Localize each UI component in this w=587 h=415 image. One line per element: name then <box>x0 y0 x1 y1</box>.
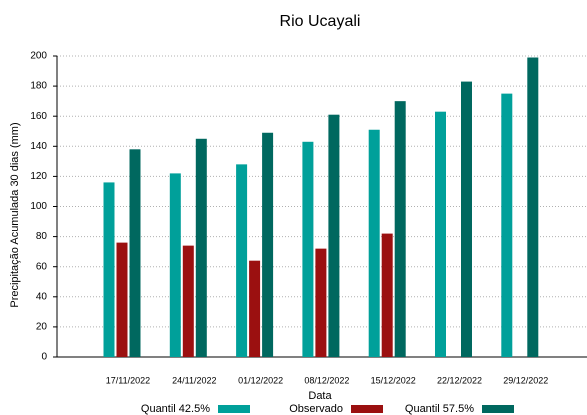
legend-swatch <box>218 405 250 413</box>
bar <box>527 57 539 357</box>
x-tick-label: 24/11/2022 <box>172 375 216 385</box>
y-axis-label: Precipitação Acumulada 30 dias (mm) <box>9 122 21 307</box>
bar <box>195 138 207 357</box>
bar <box>394 101 406 358</box>
x-tick-label: 15/12/2022 <box>371 375 416 385</box>
bar <box>116 242 128 357</box>
x-tick-label: 01/12/2022 <box>238 375 283 385</box>
legend-label: Quantil 57.5% <box>405 403 474 415</box>
bar <box>236 164 248 357</box>
legend-swatch <box>482 405 514 413</box>
bar <box>461 81 472 358</box>
x-axis-label: Data <box>308 390 332 402</box>
legend-label: Observado <box>289 403 343 415</box>
bar <box>501 93 513 357</box>
legend-label: Quantil 42.5% <box>141 403 210 415</box>
legend-swatch <box>351 405 383 413</box>
bar <box>249 260 261 357</box>
bar <box>169 173 181 357</box>
bar <box>182 245 194 357</box>
y-tick-label: 180 <box>30 81 47 92</box>
bar <box>381 233 393 357</box>
bar <box>103 182 115 357</box>
bar <box>435 111 446 357</box>
bar <box>315 248 327 357</box>
bar <box>328 114 340 357</box>
bar <box>302 141 314 357</box>
chart-title: Rio Ucayali <box>280 13 361 30</box>
y-tick-label: 80 <box>36 231 48 242</box>
y-tick-label: 60 <box>36 261 48 272</box>
x-tick-label: 17/11/2022 <box>106 375 150 385</box>
y-tick-label: 0 <box>41 352 47 363</box>
bar <box>129 149 141 357</box>
y-tick-label: 20 <box>36 322 48 333</box>
x-tick-label: 08/12/2022 <box>304 375 349 385</box>
bar <box>368 129 380 357</box>
x-tick-label: 29/12/2022 <box>503 375 548 385</box>
x-tick-label: 22/12/2022 <box>437 375 482 385</box>
y-tick-label: 40 <box>36 291 48 302</box>
y-tick-label: 140 <box>30 141 47 152</box>
y-tick-label: 120 <box>30 171 47 182</box>
bar <box>262 132 274 357</box>
y-tick-label: 100 <box>30 201 47 212</box>
y-tick-label: 200 <box>30 51 47 62</box>
y-tick-label: 160 <box>30 111 47 122</box>
